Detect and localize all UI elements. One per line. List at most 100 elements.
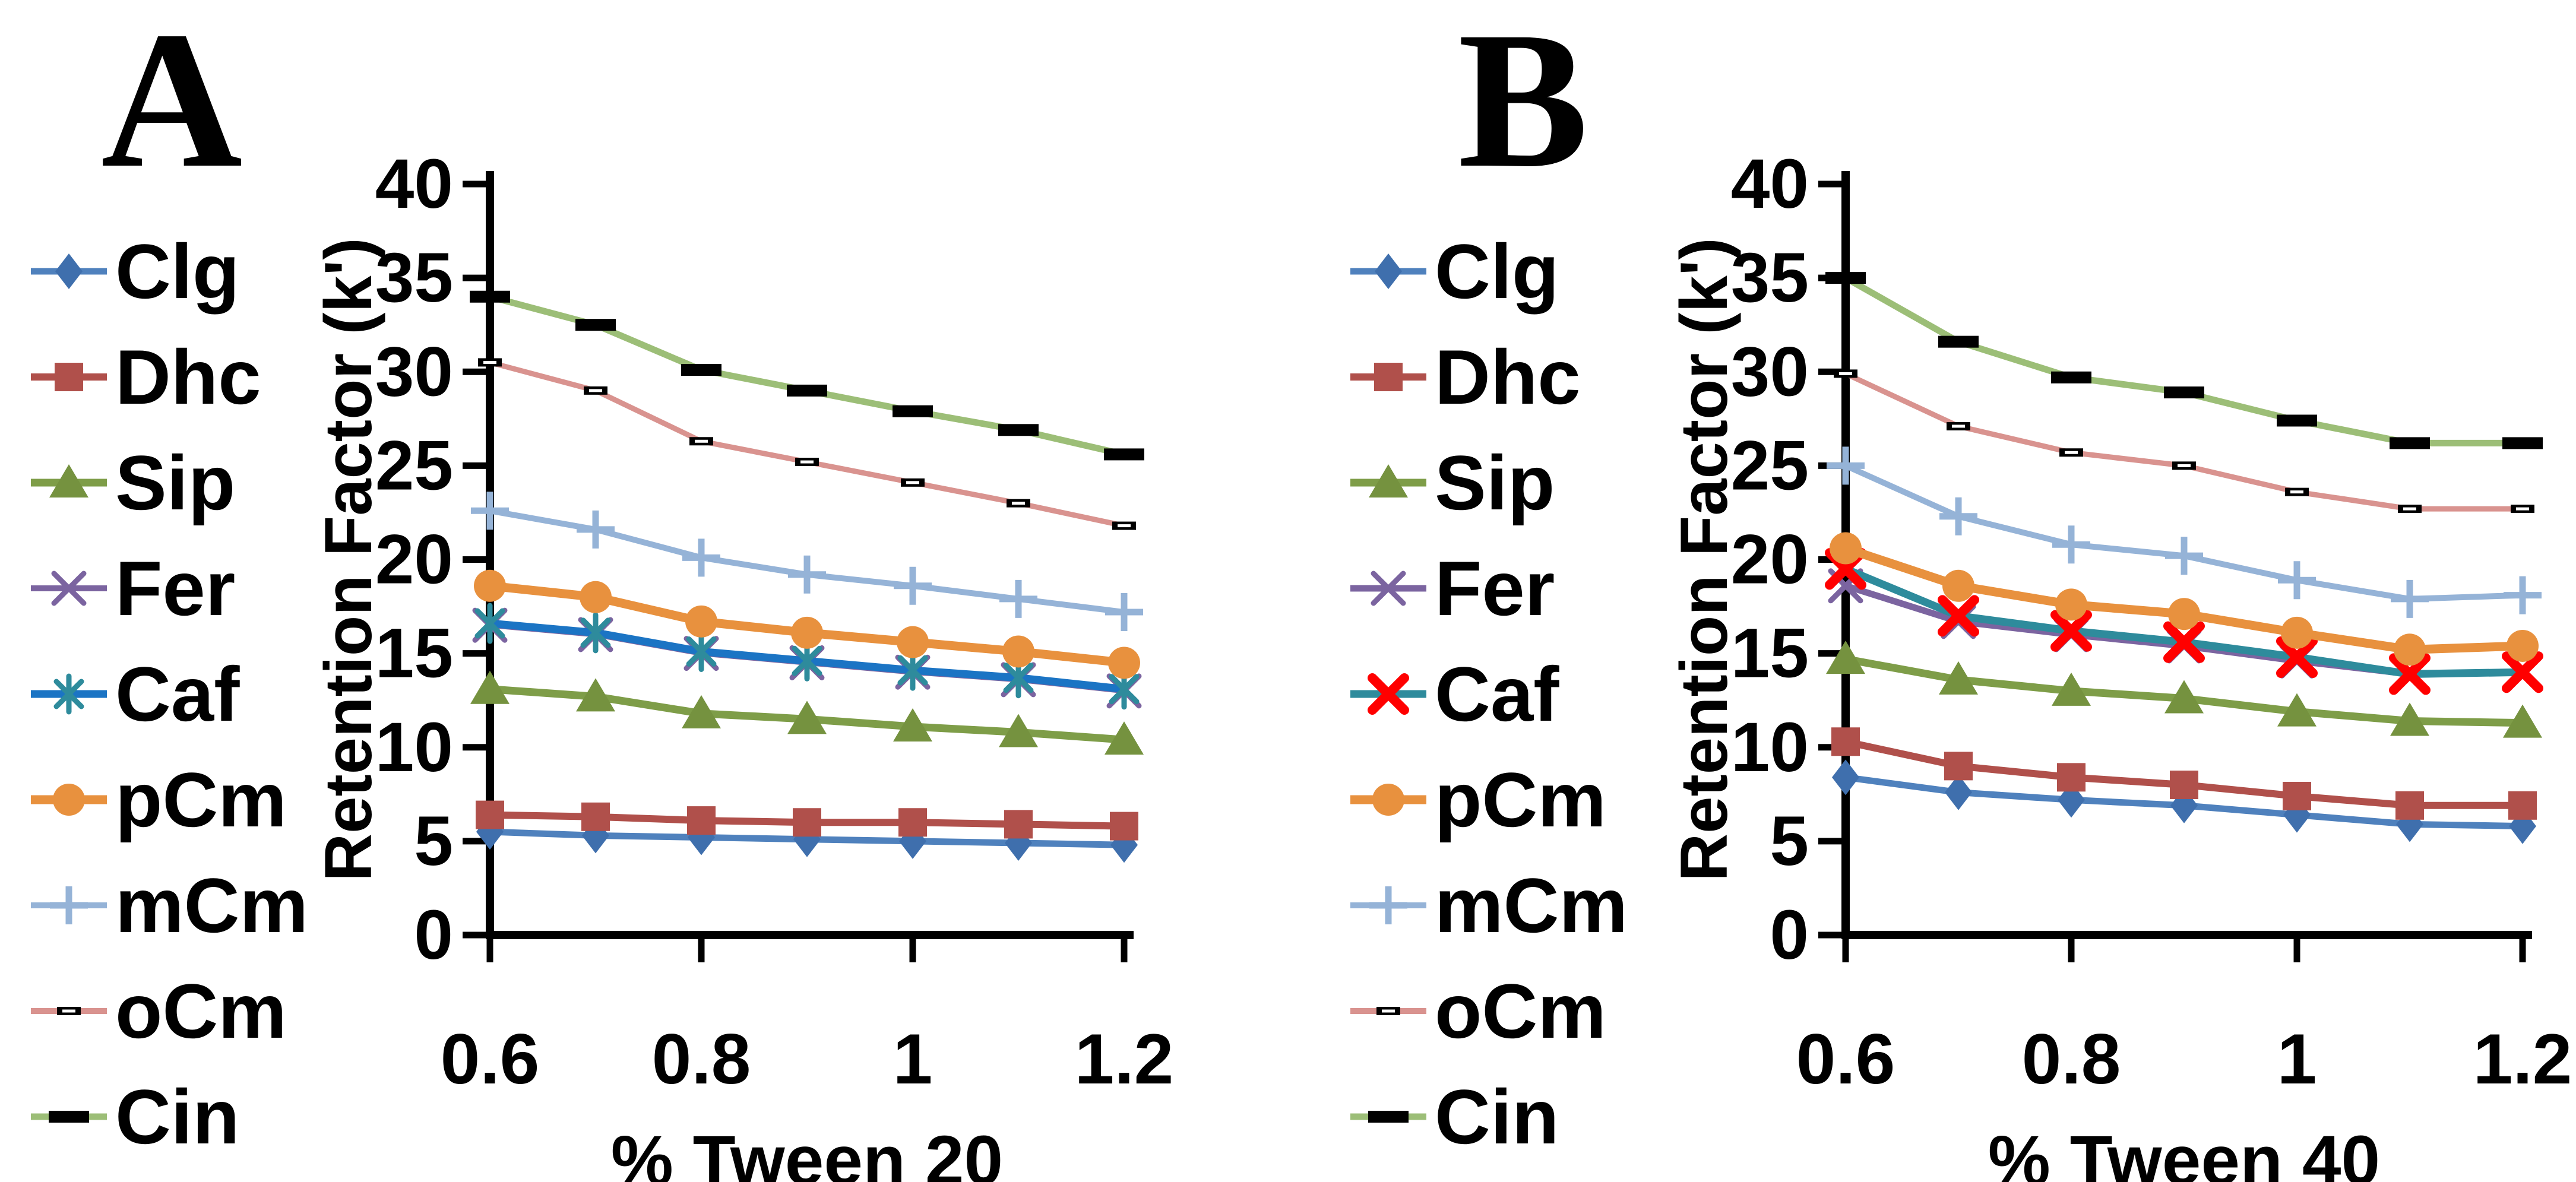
legend-label-clg: Clg <box>1435 228 1559 315</box>
ocm-point-4 <box>901 478 925 487</box>
mcm-point-0 <box>471 492 509 530</box>
legend-label-ocm: oCm <box>115 968 287 1054</box>
series-cin <box>1825 272 2543 449</box>
caf-point-5 <box>2389 653 2431 695</box>
y-tick-label-20: 20 <box>375 521 453 599</box>
legend-label-pcm: pCm <box>115 756 287 843</box>
y-tick-label-25: 25 <box>375 426 453 505</box>
caf-legend-marker-icon <box>31 673 107 715</box>
ocm-point-2 <box>689 437 713 446</box>
ocm-point-1 <box>1947 422 1970 430</box>
y-tick-label-10: 10 <box>375 708 453 787</box>
y-tick-label-40: 40 <box>375 145 453 223</box>
mcm-point-1 <box>1939 497 1977 535</box>
fer-legend-marker-icon <box>31 571 107 606</box>
pcm-point-2 <box>685 605 717 638</box>
y-tick-label-30: 30 <box>1731 332 1809 411</box>
panel-b-label: B <box>1458 0 1589 208</box>
y-tick-label-20: 20 <box>1731 521 1809 599</box>
pcm-legend-marker-icon <box>31 784 107 816</box>
y-tick-label-0: 0 <box>1770 896 1809 974</box>
caf-point-2 <box>2050 610 2092 652</box>
pcm-point-1 <box>1942 569 1974 602</box>
x-tick-label-0.6: 0.6 <box>441 1019 540 1099</box>
legend-label-caf: Caf <box>115 651 240 737</box>
legend-item-sip: Sip <box>1349 430 1628 535</box>
legend-item-ocm: oCm <box>1349 958 1628 1064</box>
caf-point-1 <box>580 612 611 654</box>
cin-point-5 <box>2390 437 2430 449</box>
legend-item-pcm: pCm <box>1349 747 1628 853</box>
legend-item-cin: Cin <box>1349 1064 1628 1170</box>
mcm-legend-marker-icon <box>1350 886 1426 924</box>
dhc-legend-marker-icon <box>31 363 107 391</box>
legend-label-ocm: oCm <box>1435 968 1606 1054</box>
series-cin <box>470 290 1144 461</box>
mcm-point-3 <box>788 555 826 594</box>
panel-b-axes: 40 35 30 25 20 15 10 5 0 Retention Factor (k') 0.6… <box>1669 145 2572 1182</box>
ocm-point-3 <box>2172 461 2196 470</box>
legend-label-fer: Fer <box>1435 545 1555 632</box>
y-tick-label-5: 5 <box>1770 802 1809 880</box>
legend-label-cin: Cin <box>115 1073 240 1160</box>
fer-legend-marker-icon <box>1350 571 1426 606</box>
cin-point-4 <box>893 405 933 417</box>
cin-point-3 <box>2164 386 2204 399</box>
dhc-point-6 <box>2508 791 2537 820</box>
legend-item-fer: Fer <box>1349 535 1628 641</box>
sip-marker-glyph <box>1369 464 1408 497</box>
legend-label-pcm: pCm <box>1435 756 1606 843</box>
sip-point-0 <box>470 670 509 704</box>
sip-point-2 <box>682 695 721 728</box>
series-pcm <box>474 569 1140 679</box>
cin-legend-marker-icon <box>31 1111 107 1123</box>
legend-label-dhc: Dhc <box>115 334 261 420</box>
dhc-point-2 <box>2057 763 2086 792</box>
pcm-point-0 <box>474 569 506 602</box>
caf-marker-glyph <box>53 673 84 715</box>
clg-point-0 <box>1832 759 1859 796</box>
mcm-point-2 <box>682 538 720 577</box>
legend-label-mcm: mCm <box>1435 862 1628 949</box>
mcm-point-6 <box>1105 593 1143 632</box>
legend-item-caf: Caf <box>30 641 308 747</box>
pcm-point-3 <box>791 616 823 649</box>
series-dhc <box>1831 727 2537 820</box>
legend-item-cin: Cin <box>30 1064 308 1170</box>
legend-item-dhc: Dhc <box>30 324 308 430</box>
mcm-point-0 <box>1827 446 1865 485</box>
panel-a-axes: 40 35 30 25 20 15 10 5 0 Retention Factor (k') 0.6… <box>321 145 1173 1182</box>
series-sip <box>1826 641 2542 738</box>
legend-item-pcm: pCm <box>30 747 308 853</box>
y-tick-label-35: 35 <box>375 239 453 317</box>
caf-marker-glyph <box>1368 673 1409 715</box>
sip-point-4 <box>2277 693 2316 727</box>
pcm-point-1 <box>580 581 612 613</box>
series-dhc <box>476 800 1138 841</box>
series-pcm <box>1830 532 2539 666</box>
cin-point-3 <box>787 384 827 397</box>
caf-point-3 <box>2163 621 2205 663</box>
panel-a-plot: 40 35 30 25 20 15 10 5 0 Retention Factor (k') 0.6… <box>321 145 1173 1182</box>
cin-point-2 <box>2051 371 2091 384</box>
caf-point-4 <box>2276 636 2318 678</box>
series-ocm <box>1834 369 2534 514</box>
ocm-point-3 <box>795 458 819 467</box>
legend-label-clg: Clg <box>115 228 240 315</box>
dhc-point-5 <box>2395 791 2424 820</box>
sip-point-1 <box>1939 661 1978 695</box>
panel-a-label: A <box>101 0 243 208</box>
y-tick-label-40: 40 <box>1731 145 1809 223</box>
caf-point-6 <box>2502 651 2543 693</box>
mcm-legend-marker-icon <box>31 886 107 924</box>
legend-label-caf: Caf <box>1435 651 1559 737</box>
pcm-point-6 <box>1108 647 1140 679</box>
dhc-point-3 <box>793 808 821 837</box>
series-mcm <box>1827 446 2542 618</box>
y-tick-label-15: 15 <box>1731 614 1809 693</box>
dhc-point-2 <box>687 806 716 835</box>
cin-point-0 <box>470 290 510 303</box>
dhc-marker-glyph <box>55 363 83 391</box>
cin-point-5 <box>998 424 1039 436</box>
clg-marker-glyph <box>1375 253 1402 289</box>
